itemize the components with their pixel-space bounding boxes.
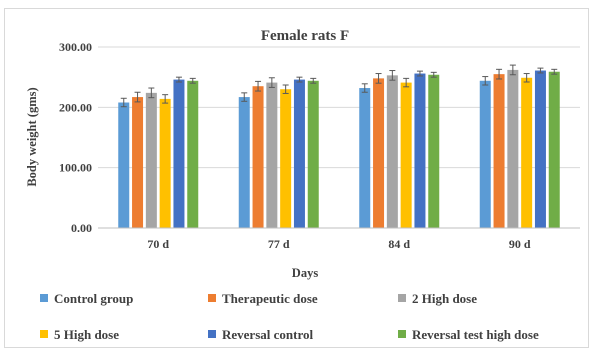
bar-control-group: [118, 102, 130, 228]
bar-5-high-dose: [159, 98, 171, 229]
bar-reversal-test-high-dose: [187, 80, 199, 228]
bar-therapeutic-dose: [493, 74, 505, 229]
bar-control-group: [238, 97, 250, 229]
x-tick-label: 70 d: [147, 237, 169, 251]
x-tick-label: 84 d: [388, 237, 410, 251]
bar-reversal-control: [414, 73, 426, 229]
y-tick-label: 200.00: [59, 100, 92, 114]
legend: Control group Therapeutic dose 2 High dose…: [40, 291, 539, 342]
bar-2-high-dose: [266, 82, 278, 228]
legend-swatch: [398, 330, 406, 338]
bar-2-high-dose: [386, 75, 398, 229]
y-tick-label: 300.00: [59, 40, 92, 54]
bar-therapeutic-dose: [373, 78, 385, 228]
bar-5-high-dose: [400, 82, 412, 228]
bar-control-group: [359, 88, 371, 228]
x-tick-label: 77 d: [268, 237, 290, 251]
bar-5-high-dose: [280, 89, 292, 228]
bar-5-high-dose: [521, 77, 533, 229]
legend-label: Reversal control: [222, 327, 313, 342]
y-axis-ticks: 0.00 100.00 200.00 300.00: [59, 40, 92, 235]
legend-swatch: [398, 294, 406, 302]
legend-label: 5 High dose: [54, 327, 119, 342]
bar-reversal-test-high-dose: [307, 80, 319, 228]
legend-label: Control group: [54, 291, 133, 306]
bar-2-high-dose: [145, 92, 157, 228]
bars: [118, 64, 560, 229]
bar-reversal-test-high-dose: [548, 71, 560, 228]
bar-reversal-control: [173, 79, 185, 228]
legend-swatch: [208, 330, 216, 338]
legend-label: Therapeutic dose: [222, 291, 318, 306]
legend-swatch: [208, 294, 216, 302]
bar-reversal-control: [534, 70, 546, 228]
y-tick-label: 0.00: [71, 221, 92, 235]
legend-label: 2 High dose: [412, 291, 477, 306]
legend-swatch: [40, 294, 48, 302]
chart-title: Female rats F: [261, 28, 349, 44]
bar-therapeutic-dose: [252, 86, 264, 228]
bar-control-group: [479, 80, 491, 228]
y-axis-label: Body weight (gms): [25, 87, 39, 186]
bar-reversal-test-high-dose: [428, 74, 440, 229]
bar-reversal-control: [293, 79, 305, 228]
x-tick-label: 90 d: [509, 237, 531, 251]
x-axis-label: Days: [292, 266, 319, 280]
x-axis-ticks: 70 d 77 d 84 d 90 d: [147, 237, 531, 251]
y-tick-label: 100.00: [59, 161, 92, 175]
legend-swatch: [40, 330, 48, 338]
bar-therapeutic-dose: [132, 97, 144, 229]
bar-2-high-dose: [507, 69, 519, 228]
legend-label: Reversal test high dose: [412, 327, 539, 342]
